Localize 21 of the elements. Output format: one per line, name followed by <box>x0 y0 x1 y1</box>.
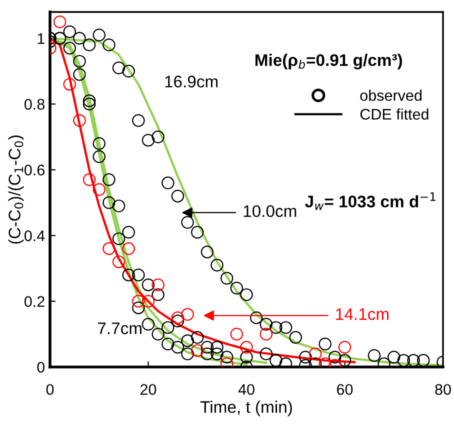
annotation: 10.0cm <box>244 205 296 218</box>
annotation: 16.9cm <box>165 76 218 88</box>
annotation: CDE fitted <box>360 108 428 120</box>
y-tick-label: 0.4 <box>24 230 45 242</box>
x-tick-label: 80 <box>435 384 451 395</box>
x-tick-label: 20 <box>140 384 156 395</box>
annotation: 7.7cm <box>98 322 142 334</box>
x-tick-label: 0 <box>46 384 54 395</box>
y-tick-label: 0.2 <box>24 296 44 307</box>
annotation: 14.1cm <box>336 308 388 320</box>
x-axis-title: Time, t (min) <box>200 400 292 416</box>
y-tick-label: 0 <box>37 362 45 373</box>
annotation: Mie(ρ$_{b}$=0.91 g/cm³) <box>255 54 402 70</box>
legend-label: observed <box>360 90 422 101</box>
y-tick-label: 0.6 <box>24 164 44 176</box>
y-axis-title: (C-C$_{0}$)/(C$_{1}$-C$_{0}$) <box>8 136 24 244</box>
y-tick-label: 1 <box>38 33 44 44</box>
x-tick-label: 60 <box>337 384 353 395</box>
x-tick-label: 40 <box>238 384 254 395</box>
y-tick-label: 0.8 <box>24 98 44 110</box>
annotation: J$_{w}$= 1033 cm d$^{−1}$ <box>305 192 436 210</box>
